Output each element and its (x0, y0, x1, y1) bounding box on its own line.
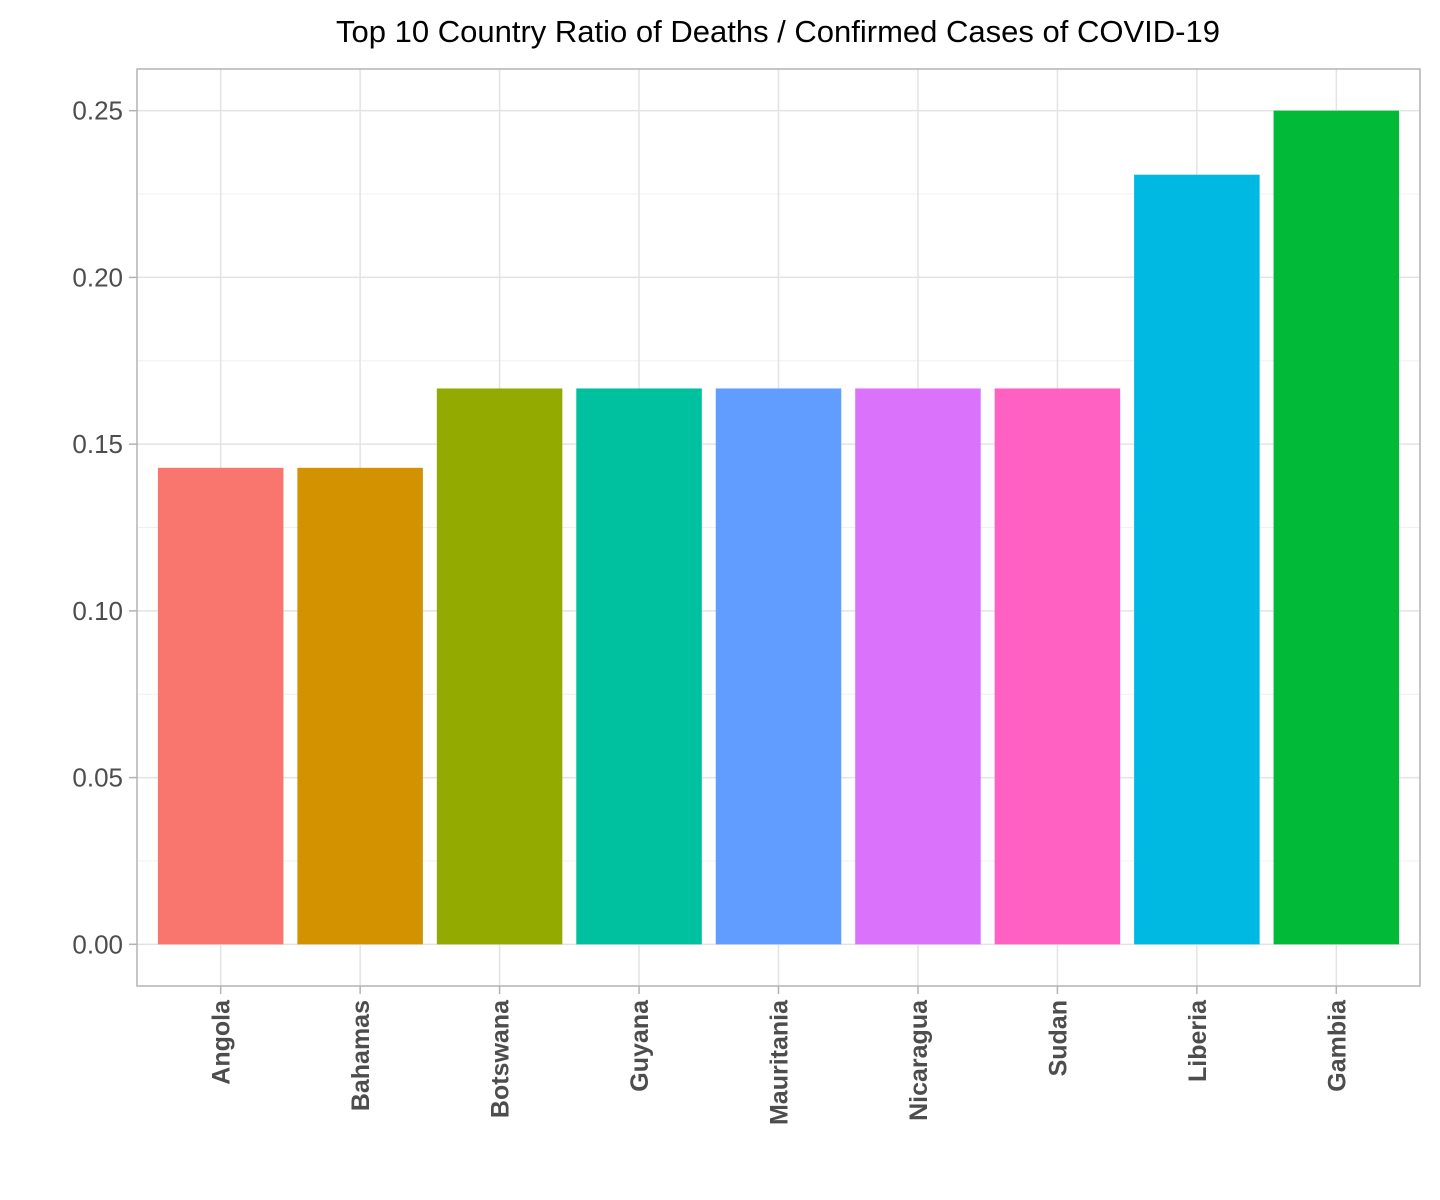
y-tick-label: 0.20 (72, 262, 123, 292)
x-tick-label: Nicaragua (905, 999, 933, 1121)
bar-nicaragua (855, 388, 981, 945)
x-tick-label: Mauritania (766, 999, 794, 1125)
y-tick-label: 0.15 (72, 429, 123, 459)
x-tick-label: Botswana (487, 999, 515, 1118)
bar-bahamas (297, 467, 423, 945)
bar-liberia (1134, 174, 1260, 945)
bar-botswana (436, 388, 563, 945)
x-tick-label: Bahamas (347, 1000, 375, 1111)
bar-mauritania (715, 388, 842, 945)
bar-guyana (576, 388, 702, 945)
x-tick-label: Gambia (1323, 999, 1351, 1092)
x-tick-label: Liberia (1184, 999, 1212, 1082)
chart-title: Top 10 Country Ratio of Deaths / Confirm… (336, 14, 1220, 49)
x-tick-label: Angola (208, 999, 236, 1085)
bars (157, 110, 1400, 945)
y-tick-label: 0.10 (72, 596, 123, 626)
y-tick-label: 0.05 (72, 763, 123, 793)
x-tick-label: Guyana (626, 999, 654, 1092)
bar-angola (157, 467, 284, 945)
y-tick-label: 0.00 (72, 929, 123, 959)
axes: 0.00 0.05 0.10 0.15 0.20 0.25 Angola Bahamas Bot… (72, 96, 1351, 1125)
bar-gambia (1273, 110, 1400, 945)
y-tick-label: 0.25 (72, 96, 123, 126)
bar-sudan (994, 388, 1121, 945)
x-tick-label: Sudan (1044, 1000, 1072, 1076)
